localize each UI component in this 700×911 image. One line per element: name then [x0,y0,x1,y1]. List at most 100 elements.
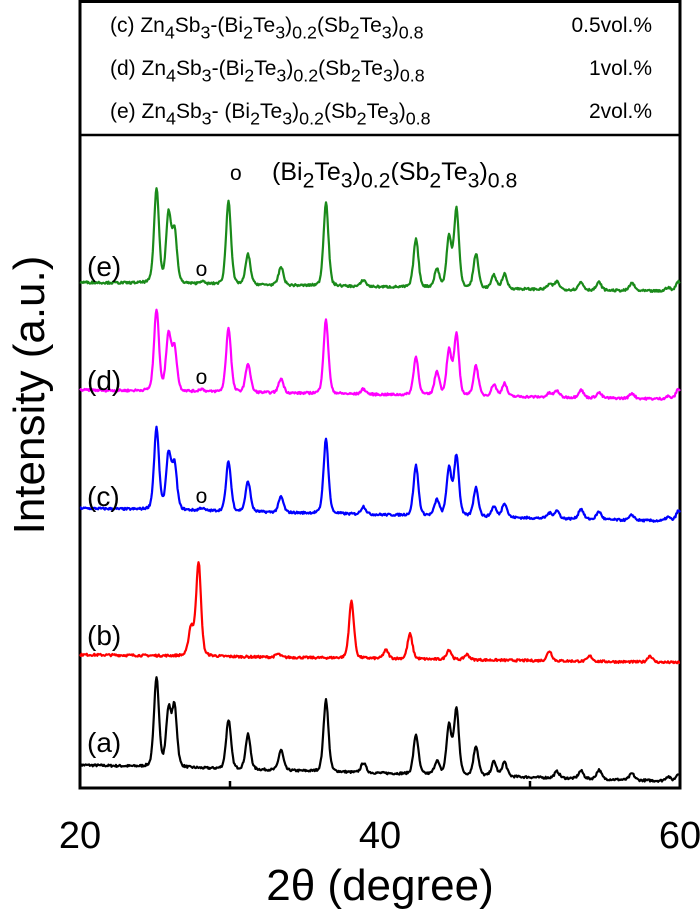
formula-text: (Sb [318,57,351,80]
formula-subscript: 3 [383,65,393,85]
formula-text: (Sb [391,158,430,186]
series-a: (a) [78,676,681,783]
formula-text: (Sb [324,100,357,123]
formula-text: Sb [176,57,202,80]
x-tick-labels: 20 40 60 [59,815,700,857]
series-line [78,676,681,783]
formula-subscript: 4 [165,22,175,42]
formula-subscript: 2 [244,65,254,85]
phase-marker: o [196,366,208,389]
formula-text: Te [253,14,275,37]
formula-subscript: 4 [166,108,176,128]
formula-text: - (Bi [212,100,251,123]
formula-subscript: 3 [341,169,353,193]
legend-label: (c) [110,14,140,37]
x-tick-label: 60 [659,815,700,857]
x-tick-label: 20 [59,815,101,857]
series-label: (a) [87,727,121,758]
formula-text: Zn [142,57,167,80]
formula-subscript: 3 [202,108,212,128]
formula-text: ) [286,57,293,80]
formula-text: Zn [142,100,167,123]
formula-subscript: 2 [250,108,260,128]
x-ticks [228,781,532,788]
formula-subscript: 0.2 [292,22,317,42]
formula-subscript: 2 [303,169,315,193]
formula-text: Sb [176,100,202,123]
series-line [79,561,681,665]
formula-text: Te [314,158,340,186]
formula-text: ) [292,100,299,123]
legend: (c) Zn4Sb3-(Bi2Te3)0.2(Sb2Te3)0.8 0.5vol.… [110,14,652,128]
legend-label: (e) [110,100,142,123]
series-label: (d) [87,365,121,396]
legend-entry: (d) Zn4Sb3-(Bi2Te3)0.2(Sb2Te3)0.8 1vol.% [110,57,652,85]
series-c: (c) o [79,425,682,523]
phase-marker: o [196,485,208,508]
plot-frame [78,0,682,790]
formula-text: -(Bi [212,57,245,80]
formula-text: ) [399,100,406,123]
formula-text: Te [367,100,389,123]
formula-subscript: 0.2 [361,169,391,193]
formula-subscript: 2 [429,169,441,193]
marker-formula: (Bi2Te3)0.2(Sb2Te3)0.8 [272,158,517,193]
formula-text: ) [285,14,292,37]
formula-text: Zn [140,14,165,37]
marker-legend: o (Bi2Te3)0.2(Sb2Te3)0.8 [230,158,517,193]
formula-text: Te [360,14,382,37]
formula-subscript: 3 [276,65,286,85]
y-axis-label: Intensity (a.u.) [5,256,54,535]
formula-subscript: 3 [275,22,285,42]
formula-text: ) [392,14,399,37]
series-d: (d) o [79,308,681,401]
formula-subscript: 3 [382,22,392,42]
formula-subscript: 3 [282,108,292,128]
formula-subscript: 3 [468,169,480,193]
phase-marker: o [196,258,208,281]
series-b: (b) [79,561,681,665]
formula-text: Te [254,57,276,80]
formula-text: Te [260,100,282,123]
legend-entry: (c) Zn4Sb3-(Bi2Te3)0.2(Sb2Te3)0.8 0.5vol.… [110,14,652,42]
formula-subscript: 0.8 [399,22,424,42]
x-tick-label: 40 [359,815,401,857]
series-group: (a) (b) (c) o (d) o (e) o [78,187,682,783]
legend-amount: 2vol.% [589,100,652,123]
formula-subscript: 0.8 [406,108,431,128]
formula-subscript: 3 [202,65,212,85]
formula-subscript: 2 [243,22,253,42]
series-e: (e) o [79,187,681,293]
formula-subscript: 0.8 [400,65,425,85]
formula-text: Te [441,158,467,186]
formula-subscript: 0.8 [488,169,518,193]
formula-text: ) [353,158,361,186]
legend-formula: (d) Zn4Sb3-(Bi2Te3)0.2(Sb2Te3)0.8 [110,57,425,85]
formula-text: Sb [175,14,201,37]
formula-text: (Bi [272,158,303,186]
formula-subscript: 3 [389,108,399,128]
series-line [79,425,682,523]
series-label: (b) [87,620,121,651]
formula-text: -(Bi [210,14,243,37]
series-label: (c) [87,481,120,512]
marker-symbol: o [230,162,242,185]
series-line [79,308,681,401]
legend-formula: (c) Zn4Sb3-(Bi2Te3)0.2(Sb2Te3)0.8 [110,14,424,42]
formula-subscript: 3 [200,22,210,42]
series-label: (e) [87,251,121,282]
formula-text: (Sb [317,14,350,37]
formula-subscript: 0.2 [293,65,318,85]
formula-text: ) [393,57,400,80]
legend-amount: 0.5vol.% [571,14,652,37]
formula-subscript: 2 [351,65,361,85]
formula-text: Te [361,57,383,80]
series-line [79,187,681,293]
formula-subscript: 0.2 [299,108,324,128]
legend-formula: (e) Zn4Sb3- (Bi2Te3)0.2(Sb2Te3)0.8 [110,100,431,128]
formula-subscript: 4 [166,65,176,85]
x-axis-label: 2θ (degree) [266,861,493,910]
formula-subscript: 2 [357,108,367,128]
legend-label: (d) [110,57,142,80]
